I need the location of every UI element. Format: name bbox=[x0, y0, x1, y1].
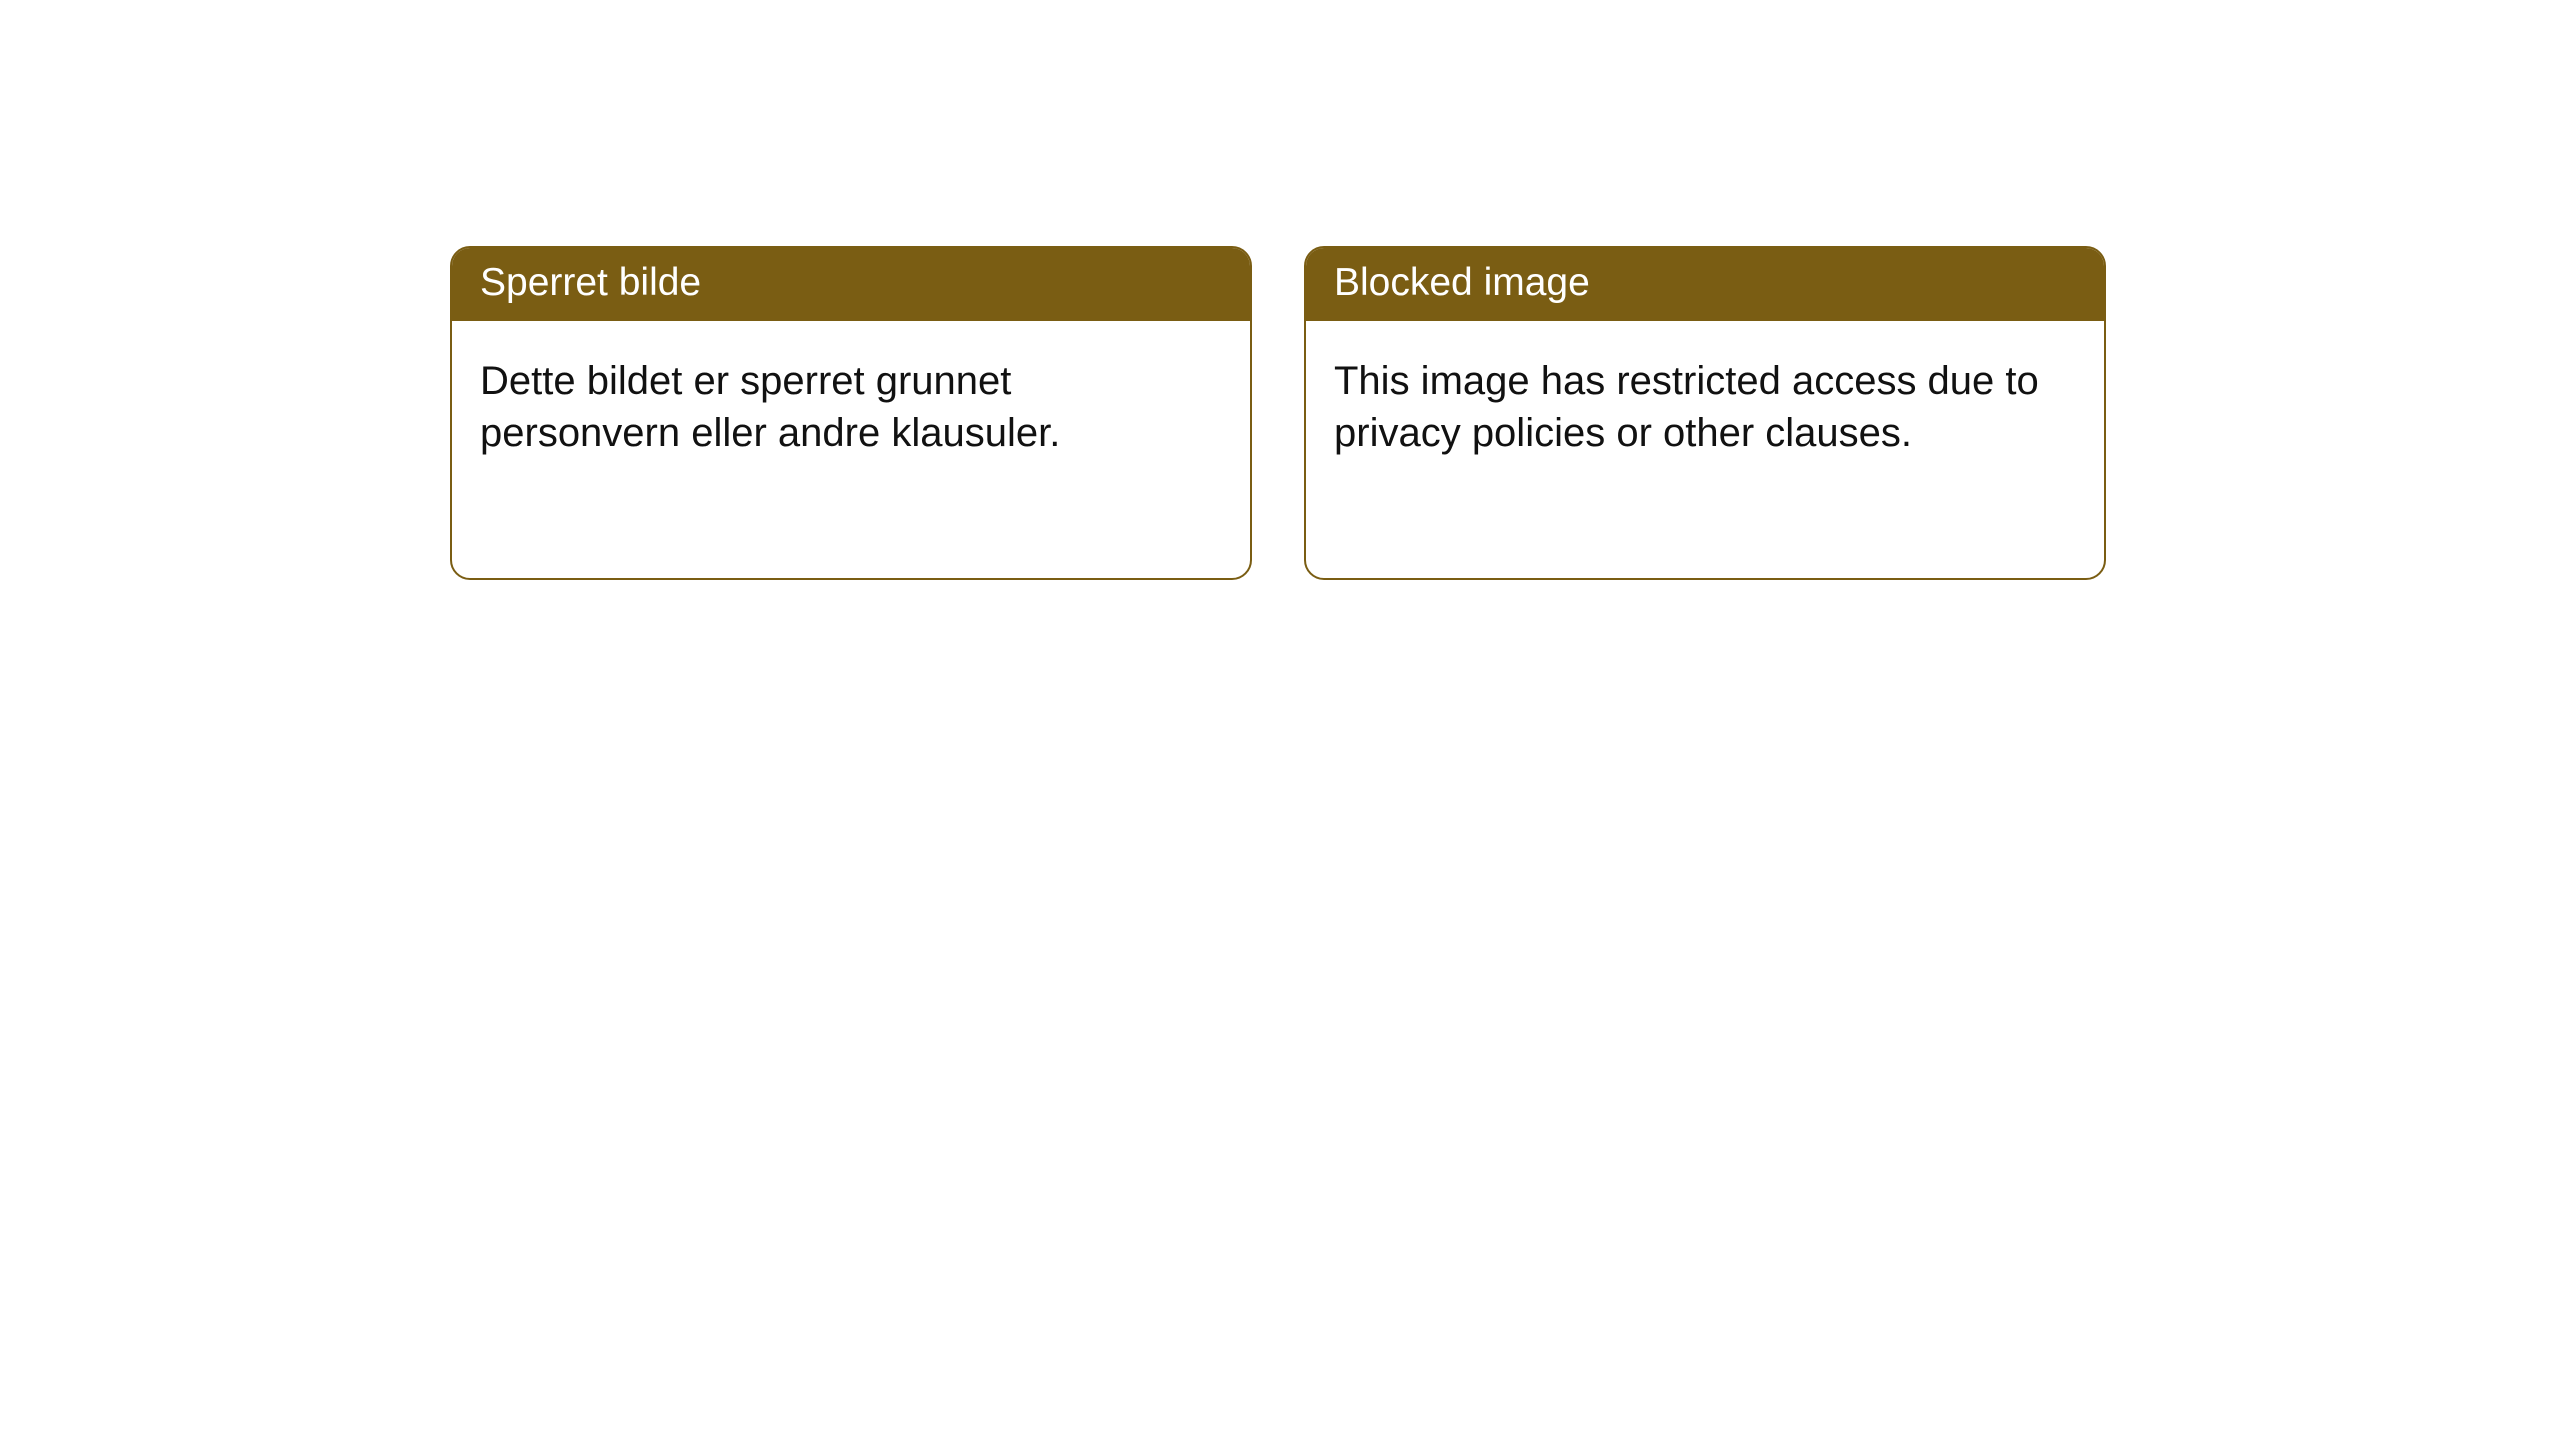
notice-header: Sperret bilde bbox=[452, 248, 1250, 321]
notice-card-norwegian: Sperret bilde Dette bildet er sperret gr… bbox=[450, 246, 1252, 580]
notice-body: This image has restricted access due to … bbox=[1306, 321, 2104, 487]
notice-card-english: Blocked image This image has restricted … bbox=[1304, 246, 2106, 580]
notice-body: Dette bildet er sperret grunnet personve… bbox=[452, 321, 1250, 487]
notice-header: Blocked image bbox=[1306, 248, 2104, 321]
notice-container: Sperret bilde Dette bildet er sperret gr… bbox=[450, 246, 2106, 580]
